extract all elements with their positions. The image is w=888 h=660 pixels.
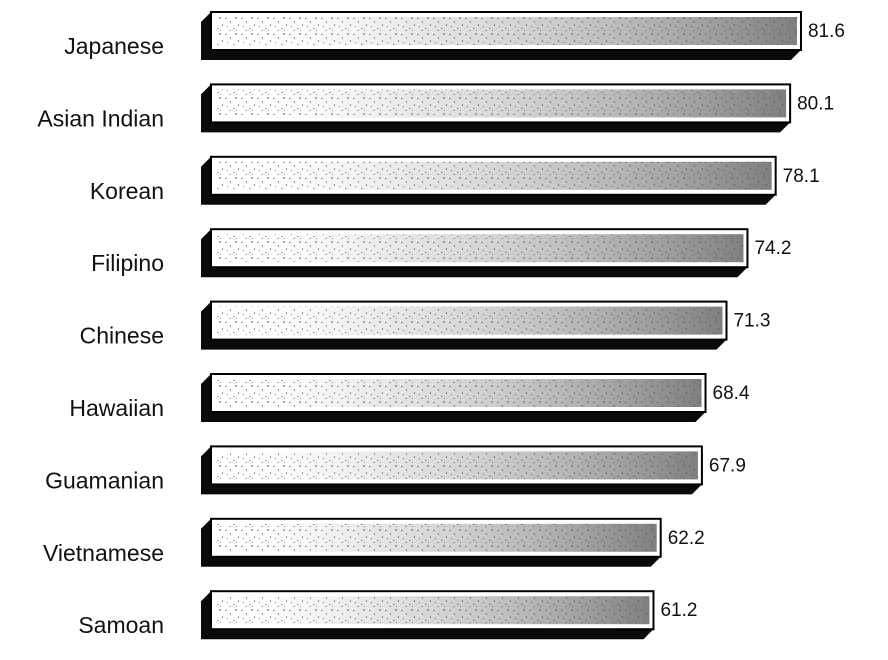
category-label: Samoan [78,612,164,638]
bar [201,300,728,350]
bar-grain [215,161,772,190]
bar-grain [215,451,698,480]
value-label: 68.4 [713,383,750,404]
bar-grain [215,17,797,45]
labels-group: Japanese 81.6 Asian Indian 80.1 Korean 78.1 Fi… [37,21,845,638]
bars-group [201,11,802,640]
bar-grain [215,306,723,335]
bar-grain [215,523,657,552]
bar [201,373,707,422]
value-label: 74.2 [754,238,791,259]
category-label: Asian Indian [37,105,164,131]
bar [201,445,703,495]
value-label: 71.3 [733,311,770,332]
bar [201,155,777,205]
category-label: Guamanian [45,467,164,493]
bar [201,517,662,567]
bar [201,11,802,60]
category-label: Hawaiian [69,395,164,421]
category-label: Filipino [91,250,164,276]
value-label: 80.1 [797,93,834,114]
value-label: 81.6 [808,21,845,42]
value-label: 62.2 [668,528,705,549]
bar-grain [215,89,787,118]
bar-grain [215,596,650,625]
category-label: Korean [90,178,164,204]
bar-grain [215,234,744,263]
bar-grain [215,379,702,407]
category-label: Vietnamese [43,540,164,566]
value-label: 61.2 [660,600,697,621]
category-label: Chinese [80,323,164,349]
value-label: 67.9 [709,455,746,476]
bar [201,83,792,133]
bar [201,590,655,640]
value-label: 78.1 [783,166,820,187]
bar [201,228,749,278]
category-label: Japanese [64,33,164,59]
